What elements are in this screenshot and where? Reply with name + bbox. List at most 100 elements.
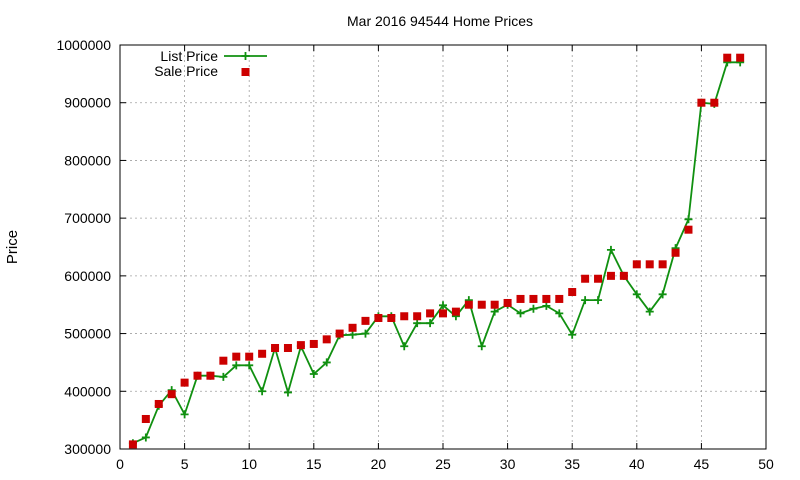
- sale-price-point: [451, 307, 460, 316]
- y-tick-label: 900000: [64, 95, 111, 111]
- sale-price-point: [684, 225, 693, 234]
- x-tick-label: 45: [694, 456, 710, 472]
- x-tick-label: 40: [629, 456, 645, 472]
- list-price-point: [219, 372, 228, 381]
- list-price-point: [542, 301, 551, 310]
- list-price-line: [132, 61, 741, 445]
- list-price-point: [529, 304, 538, 313]
- sale-price-point: [193, 371, 202, 380]
- chart-title: Mar 2016 94544 Home Prices: [347, 13, 533, 29]
- x-tick-label: 35: [564, 456, 580, 472]
- sale-price-point: [426, 309, 435, 318]
- sale-price-point: [477, 300, 486, 309]
- y-tick-label: 300000: [64, 441, 111, 457]
- y-tick-label: 500000: [64, 326, 111, 342]
- sale-price-point: [232, 352, 241, 361]
- list-price-point: [413, 319, 422, 328]
- sale-price-point: [568, 288, 577, 297]
- list-price-point: [594, 296, 603, 305]
- sale-price-point: [258, 349, 267, 358]
- x-tick-label: 15: [306, 456, 322, 472]
- x-tick-label: 30: [500, 456, 516, 472]
- y-axis-label: Price: [4, 230, 21, 264]
- sale-price-point: [128, 440, 137, 449]
- sale-price-point: [736, 53, 745, 62]
- sale-price-point: [555, 294, 564, 303]
- sale-price-point: [606, 271, 615, 280]
- list-price-point: [232, 361, 241, 370]
- y-tick-labels: 300000 400000 500000 600000 700000 800000 9000…: [56, 37, 111, 457]
- sale-price-point: [348, 323, 357, 332]
- sale-price-point: [619, 271, 628, 280]
- sale-price-point: [374, 313, 383, 322]
- sale-price-point: [439, 309, 447, 318]
- x-tick-label: 5: [181, 456, 189, 472]
- sale-price-point: [645, 260, 654, 269]
- list-price-point: [581, 296, 590, 305]
- y-tick-label: 700000: [64, 210, 111, 226]
- sale-price-point: [271, 344, 280, 352]
- tick-layer: [119, 44, 767, 450]
- list-price-point: [426, 319, 435, 328]
- sale-price-point: [658, 260, 667, 269]
- sale-price-point: [180, 378, 189, 387]
- list-price-point: [400, 342, 409, 351]
- sale-price-point: [594, 274, 603, 283]
- sale-price-point: [167, 390, 176, 399]
- sale-price-point: [154, 399, 163, 408]
- sale-price-point: [671, 248, 680, 257]
- x-tick-label: 50: [758, 456, 774, 472]
- legend-marker-list-price: [241, 52, 250, 60]
- list-price-point: [309, 369, 318, 378]
- sale-price-point: [516, 294, 525, 303]
- list-price-point: [490, 307, 499, 316]
- sale-price-point: [723, 53, 732, 62]
- sale-price-point: [141, 414, 150, 423]
- list-price-point: [658, 290, 667, 299]
- list-price-point: [516, 309, 525, 318]
- legend-swatch-sale-price: [241, 68, 250, 76]
- y-tick-label: 1000000: [56, 37, 111, 53]
- list-price-point: [568, 330, 577, 339]
- sale-price-point: [387, 313, 396, 322]
- sale-price-point: [632, 260, 641, 269]
- sale-price-point: [283, 344, 292, 352]
- sale-price-point: [309, 339, 318, 348]
- list-price-point: [258, 387, 267, 396]
- legend-label-sale-price: Sale Price: [154, 63, 218, 79]
- legend-label-list-price: List Price: [160, 48, 218, 64]
- list-price-point: [606, 245, 615, 254]
- list-price-point: [361, 329, 370, 338]
- sale-price-point: [413, 312, 422, 321]
- list-price-point: [684, 215, 693, 224]
- y-tick-label: 600000: [64, 268, 111, 284]
- grid-layer: [120, 45, 766, 449]
- list-price-point: [283, 388, 292, 397]
- sale-price-point: [335, 329, 344, 338]
- sale-price-point: [296, 341, 305, 350]
- x-tick-label: 20: [371, 456, 387, 472]
- list-price-point: [645, 307, 654, 316]
- sale-price-point: [219, 356, 228, 365]
- y-tick-label: 400000: [64, 383, 111, 399]
- list-price-point: [632, 290, 641, 299]
- y-tick-label: 800000: [64, 152, 111, 168]
- sale-price-point: [490, 300, 499, 309]
- sale-price-point: [542, 294, 551, 303]
- list-price-point: [141, 433, 150, 442]
- sale-price-point: [697, 98, 706, 107]
- x-tick-labels: 0 5 10 15 20 25 30 35 40 45 50: [116, 456, 774, 472]
- list-price-point: [555, 309, 564, 318]
- x-tick-label: 10: [241, 456, 257, 472]
- list-price-point: [322, 358, 331, 367]
- list-price-point: [348, 330, 357, 339]
- sale-price-point: [464, 300, 473, 309]
- sale-price-point: [581, 274, 590, 283]
- x-tick-label: 25: [435, 456, 451, 472]
- sale-price-point: [503, 298, 512, 307]
- sale-price-point: [322, 335, 331, 344]
- sale-price-point: [361, 316, 370, 325]
